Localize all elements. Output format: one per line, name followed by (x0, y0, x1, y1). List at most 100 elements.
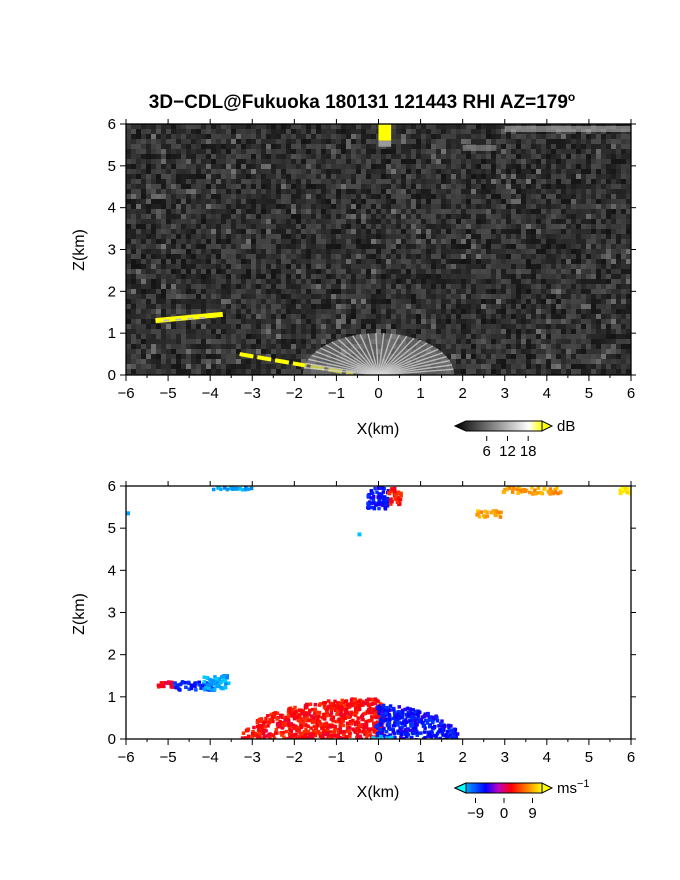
noise-cell (301, 334, 306, 339)
noise-cell (556, 354, 561, 359)
noise-cell (341, 169, 346, 174)
noise-cell (211, 134, 216, 139)
noise-cell (571, 154, 576, 159)
noise-cell (371, 219, 376, 224)
noise-cell (436, 269, 441, 274)
noise-cell (471, 354, 476, 359)
noise-cell (481, 164, 486, 169)
noise-cell (566, 314, 571, 319)
noise-cell (521, 299, 526, 304)
noise-cell (206, 274, 211, 279)
noise-cell (276, 199, 281, 204)
noise-cell (621, 219, 626, 224)
noise-cell (366, 129, 371, 134)
noise-cell (441, 159, 446, 164)
noise-cell (161, 334, 166, 339)
noise-cell (221, 214, 226, 219)
noise-cell (196, 259, 201, 264)
noise-cell (256, 164, 261, 169)
noise-cell (246, 204, 251, 209)
noise-cell (561, 309, 566, 314)
noise-cell (546, 194, 551, 199)
noise-cell (381, 269, 386, 274)
noise-cell (616, 244, 621, 249)
noise-cell (561, 204, 566, 209)
noise-cell (156, 294, 161, 299)
noise-cell (391, 324, 396, 329)
noise-cell (141, 224, 146, 229)
noise-cell (616, 259, 621, 264)
noise-cell (536, 209, 541, 214)
noise-cell (221, 204, 226, 209)
noise-cell (471, 244, 476, 249)
noise-cell (606, 254, 611, 259)
noise-cell (186, 189, 191, 194)
noise-cell (391, 244, 396, 249)
noise-cell (141, 259, 146, 264)
noise-cell (506, 344, 511, 349)
noise-cell (341, 269, 346, 274)
noise-cell (436, 139, 441, 144)
noise-cell (386, 249, 391, 254)
noise-cell (226, 279, 231, 284)
noise-cell (521, 224, 526, 229)
noise-cell (381, 294, 386, 299)
noise-cell (251, 194, 256, 199)
noise-cell (196, 229, 201, 234)
noise-cell (196, 334, 201, 339)
noise-cell (366, 134, 371, 139)
noise-cell (576, 169, 581, 174)
noise-cell (281, 149, 286, 154)
noise-cell (356, 309, 361, 314)
noise-cell (526, 354, 531, 359)
noise-cell (161, 279, 166, 284)
noise-cell (181, 289, 186, 294)
noise-cell (341, 129, 346, 134)
noise-cell (471, 349, 476, 354)
noise-cell (266, 219, 271, 224)
noise-cell (366, 174, 371, 179)
noise-cell (561, 234, 566, 239)
noise-cell (511, 304, 516, 309)
noise-cell (336, 124, 341, 129)
noise-cell (376, 259, 381, 264)
noise-cell (126, 324, 131, 329)
noise-cell (246, 359, 251, 364)
noise-cell (346, 279, 351, 284)
noise-cell (556, 154, 561, 159)
noise-cell (556, 254, 561, 259)
noise-cell (561, 239, 566, 244)
noise-cell (536, 189, 541, 194)
noise-cell (416, 124, 421, 129)
noise-cell (241, 254, 246, 259)
noise-cell (166, 359, 171, 364)
noise-cell (131, 159, 136, 164)
noise-cell (546, 344, 551, 349)
noise-cell (216, 279, 221, 284)
noise-cell (221, 274, 226, 279)
noise-cell (196, 194, 201, 199)
noise-cell (391, 214, 396, 219)
noise-cell (231, 329, 236, 334)
noise-cell (196, 254, 201, 259)
noise-cell (141, 299, 146, 304)
noise-cell (356, 254, 361, 259)
noise-cell (221, 289, 226, 294)
noise-cell (421, 229, 426, 234)
noise-cell (186, 309, 191, 314)
noise-cell (456, 259, 461, 264)
noise-cell (581, 164, 586, 169)
noise-cell (466, 234, 471, 239)
noise-cell (466, 189, 471, 194)
noise-cell (566, 194, 571, 199)
noise-cell (381, 319, 386, 324)
noise-cell (506, 144, 511, 149)
noise-cell (281, 304, 286, 309)
noise-cell (601, 154, 606, 159)
noise-cell (281, 234, 286, 239)
noise-cell (426, 199, 431, 204)
noise-cell (156, 134, 161, 139)
noise-cell (456, 204, 461, 209)
noise-cell (336, 234, 341, 239)
noise-cell (271, 199, 276, 204)
